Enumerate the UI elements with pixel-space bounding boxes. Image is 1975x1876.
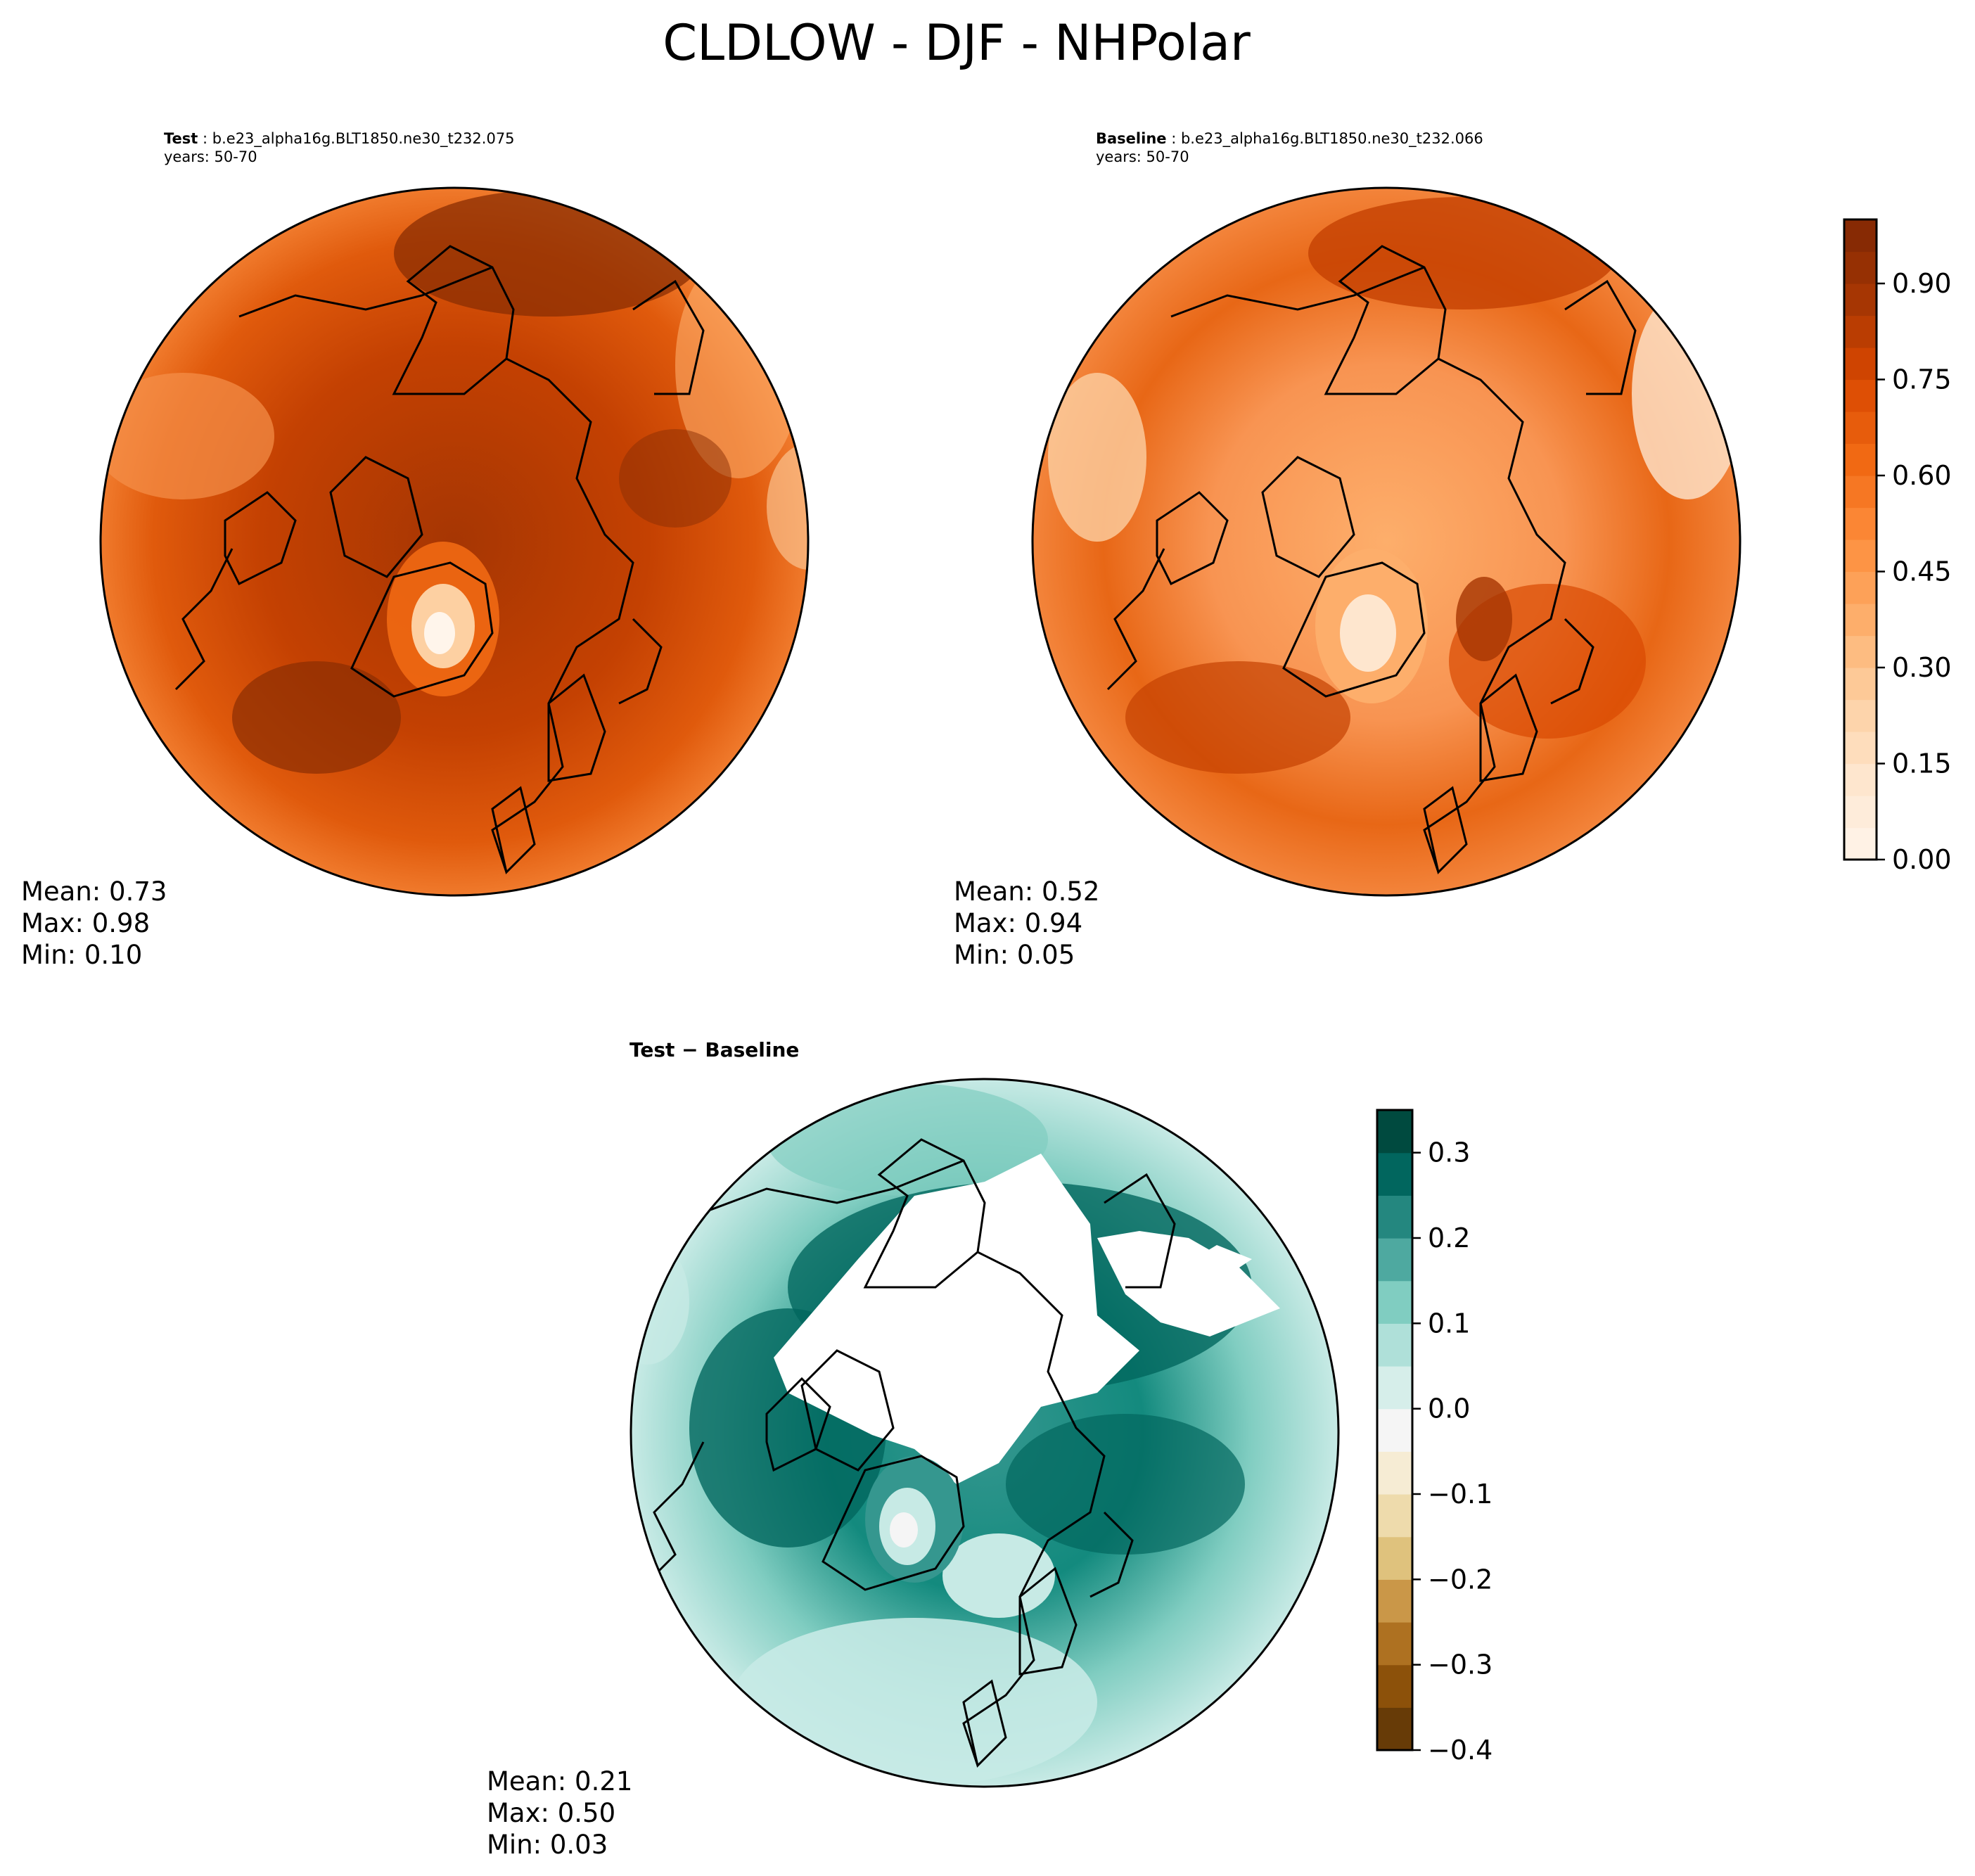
oranges-colorbar-swatch [1844, 668, 1877, 701]
diverging-colorbar-swatch [1377, 1579, 1412, 1623]
baseline-label: Baseline [1096, 130, 1167, 147]
test-max: Max: 0.98 [21, 908, 151, 938]
test-map [101, 188, 808, 895]
oranges-colorbar-swatch [1844, 732, 1877, 765]
figure-title: CLDLOW - DJF - NHPolar [663, 14, 1251, 72]
diverging-colorbar-tick-label: −0.1 [1428, 1479, 1493, 1510]
diff-min: Min: 0.03 [487, 1830, 608, 1860]
diverging-colorbar-swatch [1377, 1536, 1412, 1580]
diverging-colorbar-tick-label: 0.1 [1428, 1308, 1470, 1339]
oranges-colorbar-swatch [1844, 443, 1877, 476]
diverging-colorbar-swatch [1377, 1238, 1412, 1282]
oranges-colorbar-swatch [1844, 476, 1877, 509]
oranges-colorbar-swatch [1844, 347, 1877, 381]
diverging-colorbar-swatch [1377, 1707, 1412, 1751]
test-coastlines [174, 245, 705, 874]
baseline-case: b.e23_alpha16g.BLT1850.ne30_t232.066 [1180, 130, 1483, 147]
diverging-colorbar-swatch [1377, 1622, 1412, 1666]
oranges-colorbar-swatch [1844, 379, 1877, 412]
test-case: b.e23_alpha16g.BLT1850.ne30_t232.075 [212, 130, 515, 147]
oranges-colorbar-tick-label: 0.90 [1892, 268, 1952, 299]
baseline-min: Min: 0.05 [954, 940, 1075, 970]
oranges-colorbar-swatch [1844, 827, 1877, 860]
diff-panel-title: Test − Baseline [629, 1038, 800, 1061]
test-years: years: 50-70 [164, 148, 257, 165]
test-map-boundary [99, 186, 810, 897]
baseline-map [1033, 188, 1740, 895]
oranges-colorbar-swatch [1844, 219, 1877, 253]
baseline-mean: Mean: 0.52 [954, 876, 1100, 907]
baseline-years: years: 50-70 [1096, 148, 1189, 165]
oranges-colorbar-swatch [1844, 763, 1877, 796]
oranges-colorbar-swatch [1844, 635, 1877, 668]
diverging-colorbar-swatch [1377, 1280, 1412, 1324]
diverging-colorbar-tick-label: 0.3 [1428, 1137, 1470, 1168]
diff-max: Max: 0.50 [487, 1798, 616, 1828]
colorbar-oranges: 0.00 0.15 0.30 0.45 0.60 0.75 0.90 [1843, 218, 1952, 875]
oranges-colorbar-swatch [1844, 251, 1877, 284]
oranges-colorbar-tick-label: 0.30 [1892, 652, 1952, 683]
test-label: Test [164, 130, 198, 147]
oranges-colorbar-swatch [1844, 283, 1877, 317]
baseline-stats: Mean: 0.52 Max: 0.94 Min: 0.05 [954, 876, 1099, 971]
oranges-colorbar-tick-label: 0.00 [1892, 844, 1952, 875]
diverging-colorbar-swatch [1377, 1664, 1412, 1708]
oranges-colorbar-frame [1843, 218, 1878, 861]
test-min: Min: 0.10 [21, 940, 143, 970]
oranges-colorbar-swatch [1844, 796, 1877, 829]
diverging-colorbar-swatch [1377, 1494, 1412, 1538]
oranges-colorbar-tick-label: 0.45 [1892, 556, 1952, 587]
diverging-colorbar-tick-label: −0.3 [1428, 1650, 1493, 1680]
diff-coastlines [646, 1138, 1176, 1768]
diff-map [631, 1079, 1338, 1787]
baseline-panel-title: Baseline : b.e23_alpha16g.BLT1850.ne30_t… [1096, 130, 1483, 165]
oranges-colorbar-swatch [1844, 315, 1877, 348]
diverging-colorbar-swatch [1377, 1110, 1412, 1154]
oranges-colorbar-swatch [1844, 411, 1877, 445]
diverging-colorbar-swatch [1377, 1323, 1412, 1367]
diverging-colorbar-tick-label: −0.4 [1428, 1735, 1493, 1766]
diff-stats: Mean: 0.21 Max: 0.50 Min: 0.03 [487, 1766, 632, 1861]
diverging-colorbar-frame [1376, 1109, 1414, 1751]
diverging-colorbar-tick-label: 0.2 [1428, 1223, 1470, 1253]
baseline-coastlines [1106, 245, 1637, 874]
baseline-max: Max: 0.94 [954, 908, 1083, 938]
diff-map-boundary [629, 1078, 1340, 1788]
oranges-colorbar-tick-label: 0.60 [1892, 460, 1952, 491]
oranges-colorbar-swatch [1844, 507, 1877, 540]
diverging-colorbar-swatch [1377, 1195, 1412, 1239]
oranges-colorbar-swatch [1844, 540, 1877, 573]
diverging-colorbar-swatch [1377, 1408, 1412, 1452]
oranges-colorbar-tick-label: 0.75 [1892, 364, 1952, 395]
test-panel-title: Test : b.e23_alpha16g.BLT1850.ne30_t232.… [164, 130, 515, 165]
diff-mean: Mean: 0.21 [487, 1766, 633, 1797]
diverging-colorbar-tick-label: −0.2 [1428, 1564, 1493, 1595]
oranges-colorbar-swatch [1844, 571, 1877, 604]
diverging-colorbar-swatch [1377, 1451, 1412, 1495]
diverging-colorbar-swatch [1377, 1366, 1412, 1410]
diverging-colorbar-tick-label: 0.0 [1428, 1393, 1470, 1424]
colorbar-diverging: −0.4 −0.3 −0.2 −0.1 0.0 0.1 0.2 0.3 [1376, 1109, 1493, 1766]
diverging-colorbar-swatch [1377, 1152, 1412, 1196]
baseline-map-boundary [1031, 186, 1741, 897]
test-stats: Mean: 0.73 Max: 0.98 Min: 0.10 [21, 876, 167, 971]
test-mean: Mean: 0.73 [21, 876, 167, 907]
oranges-colorbar-tick-label: 0.15 [1892, 748, 1952, 779]
oranges-colorbar-swatch [1844, 604, 1877, 637]
oranges-colorbar-swatch [1844, 699, 1877, 732]
